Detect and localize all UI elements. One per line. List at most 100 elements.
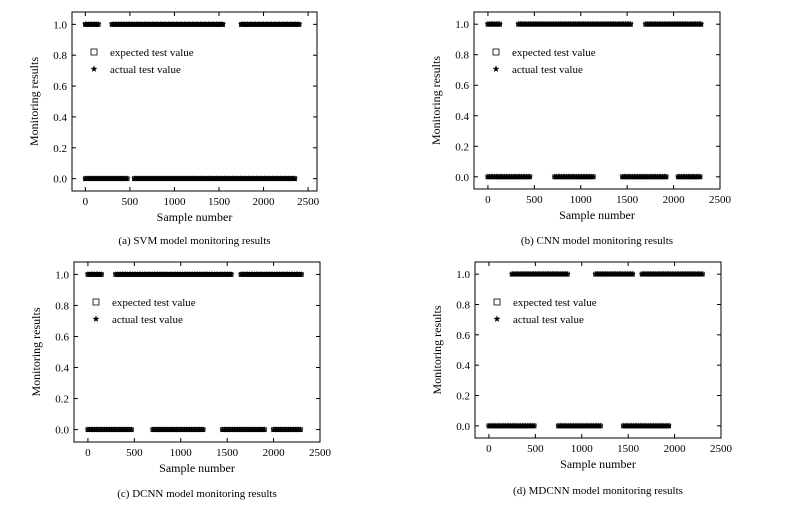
x-tick-label: 2500 bbox=[297, 196, 320, 208]
legend: expected test value actual test value bbox=[493, 297, 597, 326]
x-tick-label: 0 bbox=[83, 196, 89, 208]
legend-label-actual: actual test value bbox=[512, 64, 583, 76]
plot-frame bbox=[474, 261, 722, 439]
series-expected bbox=[485, 21, 704, 180]
data-point-actual bbox=[662, 173, 670, 180]
y-axis-label: Monitoring results bbox=[29, 307, 43, 396]
data-point-actual bbox=[227, 271, 235, 278]
x-tick-label: 500 bbox=[526, 194, 543, 206]
x-tick-label: 2500 bbox=[710, 443, 733, 455]
series-actual bbox=[485, 270, 706, 429]
x-tick-label: 1000 bbox=[571, 443, 594, 455]
legend: expected test value actual test value bbox=[92, 297, 196, 326]
data-point-actual bbox=[627, 20, 634, 27]
y-tick-label: 1.0 bbox=[55, 269, 69, 281]
x-axis-label: Sample number bbox=[559, 208, 635, 222]
legend-label-expected: expected test value bbox=[513, 297, 597, 309]
data-point-actual bbox=[291, 175, 298, 182]
x-tick-label: 2500 bbox=[309, 447, 332, 459]
data-point-actual bbox=[665, 422, 672, 429]
panel-caption: (b) CNN model monitoring results bbox=[521, 235, 673, 247]
plot-frame bbox=[473, 11, 721, 190]
y-tick-label: 1.0 bbox=[456, 269, 470, 281]
data-point-actual bbox=[123, 175, 131, 182]
data-point-actual bbox=[98, 271, 105, 278]
legend-square-marker bbox=[493, 298, 501, 306]
y-tick-label: 0.8 bbox=[456, 299, 470, 311]
y-tick-label: 0.4 bbox=[53, 112, 67, 124]
data-point-actual bbox=[629, 270, 636, 277]
series-expected bbox=[486, 271, 705, 429]
legend-star-marker bbox=[92, 315, 100, 322]
y-axis-label: Monitoring results bbox=[27, 57, 41, 146]
x-tick-label: 1500 bbox=[617, 443, 640, 455]
y-tick-label: 0.2 bbox=[455, 141, 469, 153]
x-axis-label: Sample number bbox=[159, 461, 235, 475]
data-point-actual bbox=[199, 426, 207, 433]
plot-frame bbox=[73, 261, 321, 443]
chart-panel-2: 0 500 1000 1500 2000 2500 0.0 0.2 0.4 0.6 0.8 1.0 Sa… bbox=[429, 11, 732, 247]
y-tick-label: 0.2 bbox=[53, 143, 67, 155]
legend-label-actual: actual test value bbox=[112, 314, 183, 326]
legend-label-expected: expected test value bbox=[110, 47, 194, 59]
legend-label-expected: expected test value bbox=[512, 47, 596, 59]
y-tick-label: 0.6 bbox=[55, 331, 69, 343]
x-tick-label: 1000 bbox=[570, 194, 593, 206]
panel-caption: (d) MDCNN model monitoring results bbox=[513, 485, 683, 497]
data-point-actual bbox=[295, 20, 303, 28]
data-point-actual bbox=[298, 271, 305, 278]
x-tick-label: 1500 bbox=[216, 447, 239, 459]
y-tick-label: 0.8 bbox=[455, 50, 469, 62]
x-tick-label: 1000 bbox=[163, 196, 186, 208]
y-tick-label: 0.4 bbox=[455, 111, 469, 123]
panel-caption: (a) SVM model monitoring results bbox=[118, 235, 270, 247]
x-tick-label: 1000 bbox=[170, 447, 193, 459]
data-point-actual bbox=[597, 422, 604, 429]
data-point-actual bbox=[564, 270, 571, 277]
series-actual bbox=[82, 20, 303, 182]
y-tick-label: 0.4 bbox=[456, 360, 470, 372]
legend-star-marker bbox=[493, 315, 501, 322]
legend-label-expected: expected test value bbox=[112, 297, 196, 309]
series-actual bbox=[484, 20, 705, 180]
data-point-actual bbox=[530, 422, 538, 429]
legend-square-marker bbox=[90, 48, 98, 56]
legend-square-marker bbox=[92, 298, 100, 306]
x-tick-label: 500 bbox=[122, 196, 139, 208]
data-point-actual bbox=[261, 426, 268, 433]
x-tick-label: 500 bbox=[527, 443, 544, 455]
chart-panel-1: 0 500 1000 1500 2000 2500 0.0 0.2 0.4 0.6 0.8 1.0 Sa… bbox=[27, 11, 320, 247]
x-tick-label: 0 bbox=[486, 443, 492, 455]
data-point-actual bbox=[589, 173, 597, 180]
series-actual bbox=[84, 271, 305, 433]
y-tick-label: 0.0 bbox=[456, 421, 470, 433]
y-axis-label: Monitoring results bbox=[429, 56, 443, 145]
y-tick-label: 0.6 bbox=[455, 80, 469, 92]
data-point-actual bbox=[219, 20, 226, 28]
x-tick-label: 1500 bbox=[208, 196, 231, 208]
y-axis-label: Monitoring results bbox=[430, 305, 444, 394]
x-tick-label: 1500 bbox=[616, 194, 639, 206]
y-tick-label: 0.6 bbox=[53, 81, 67, 93]
chart-panel-4: 0 500 1000 1500 2000 2500 0.0 0.2 0.4 0.6 0.8 1.0 Sa… bbox=[430, 261, 733, 497]
y-tick-label: 0.6 bbox=[456, 330, 470, 342]
x-tick-label: 2000 bbox=[664, 443, 687, 455]
data-point-actual bbox=[496, 20, 503, 27]
data-point-actual bbox=[94, 20, 102, 28]
x-axis-label: Sample number bbox=[157, 210, 233, 224]
data-point-actual bbox=[297, 426, 304, 433]
y-tick-label: 0.0 bbox=[55, 425, 69, 437]
x-tick-label: 2000 bbox=[253, 196, 276, 208]
y-tick-label: 0.8 bbox=[55, 300, 69, 312]
plot-frame bbox=[71, 11, 318, 192]
x-tick-label: 0 bbox=[85, 447, 91, 459]
legend: expected test value actual test value bbox=[90, 47, 194, 76]
x-tick-label: 500 bbox=[126, 447, 143, 459]
y-tick-label: 0.0 bbox=[53, 174, 67, 186]
legend-label-actual: actual test value bbox=[110, 64, 181, 76]
x-tick-label: 2000 bbox=[663, 194, 686, 206]
legend-label-actual: actual test value bbox=[513, 314, 584, 326]
y-tick-label: 0.2 bbox=[55, 394, 69, 406]
x-axis-label: Sample number bbox=[560, 457, 636, 471]
